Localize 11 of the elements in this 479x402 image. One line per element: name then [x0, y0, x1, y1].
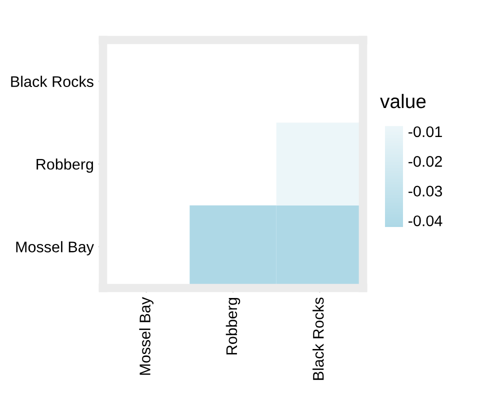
color-bar-label: -0.04 [408, 215, 442, 226]
legend-title: value [380, 94, 426, 108]
y-tick-label: Robberg [36, 158, 93, 173]
color-bar-label: -0.02 [408, 156, 442, 167]
y-tick-label: Black Rocks [11, 76, 94, 88]
color-bar-label: -0.01 [408, 126, 442, 138]
color-bar-label: -0.03 [408, 186, 442, 197]
x-tick-label: Black Rocks [312, 298, 324, 380]
x-tick-label: Robberg [226, 298, 240, 354]
y-tick-label: Mossel Bay [16, 241, 94, 256]
x-tick-label: Mossel Bay [139, 297, 154, 375]
